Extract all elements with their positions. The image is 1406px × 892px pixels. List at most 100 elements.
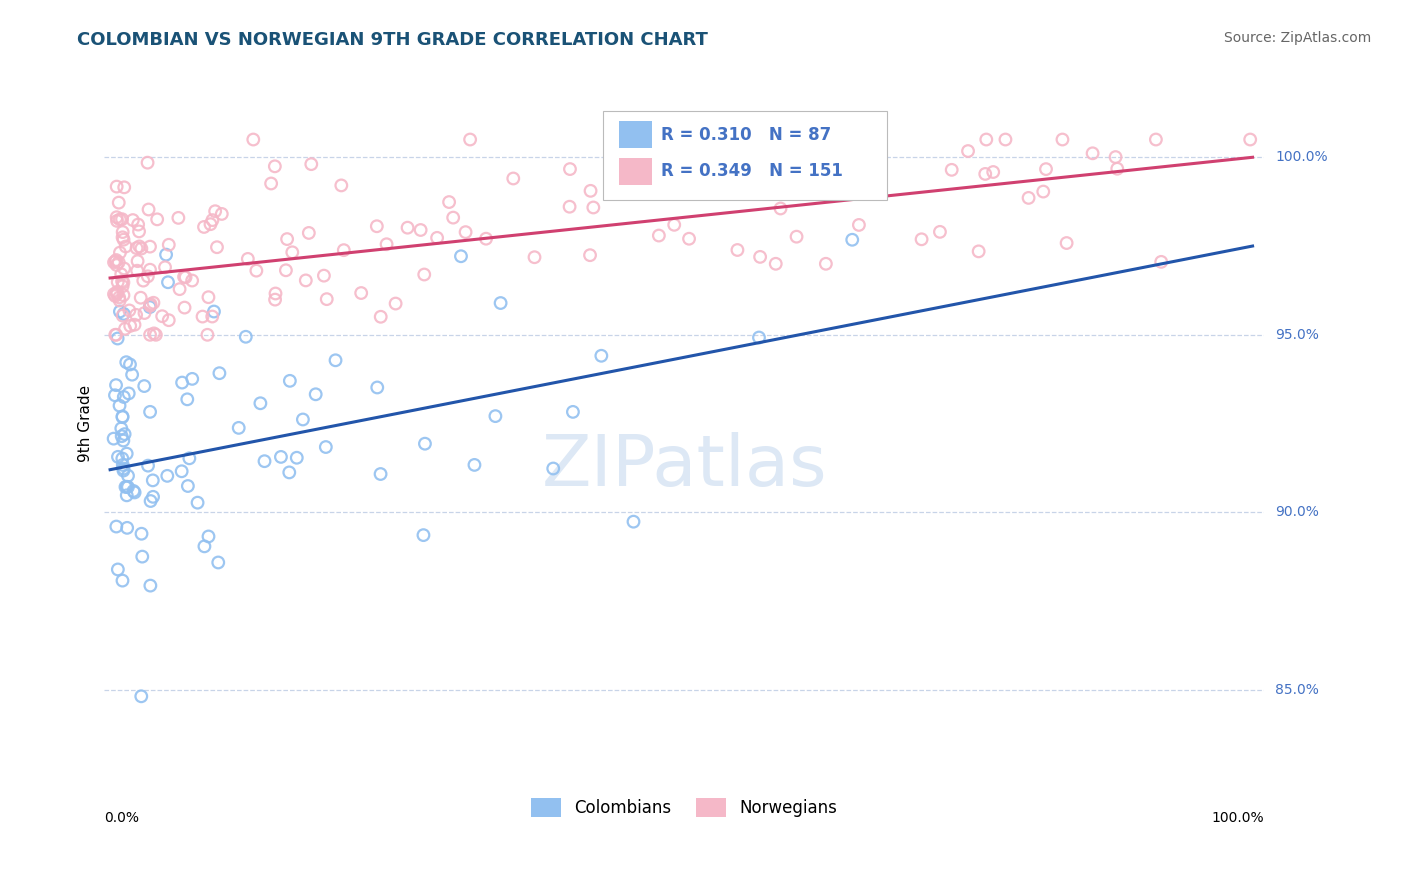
Point <box>121 213 143 227</box>
Point <box>591 349 613 363</box>
Point <box>111 309 134 323</box>
Point <box>105 285 128 299</box>
Point <box>139 297 162 311</box>
Point <box>475 232 498 246</box>
Y-axis label: 9th Grade: 9th Grade <box>79 385 93 462</box>
Point <box>749 250 772 264</box>
Text: Source: ZipAtlas.com: Source: ZipAtlas.com <box>1223 31 1371 45</box>
Point <box>139 299 162 313</box>
Point <box>112 276 135 290</box>
Point <box>974 132 997 146</box>
Point <box>558 200 581 214</box>
Point <box>128 224 150 238</box>
Point <box>249 396 271 410</box>
Point <box>441 211 464 225</box>
Point <box>253 454 276 468</box>
Point <box>1018 191 1040 205</box>
Point <box>157 237 180 252</box>
Point <box>167 211 190 225</box>
Point <box>558 162 581 177</box>
Point <box>200 217 222 231</box>
Point <box>263 159 285 173</box>
Point <box>264 293 287 307</box>
Point <box>967 244 990 259</box>
Point <box>146 212 169 227</box>
Point <box>242 132 264 146</box>
Point <box>115 488 138 502</box>
Point <box>193 540 215 554</box>
Point <box>134 306 156 320</box>
Legend: Colombians, Norwegians: Colombians, Norwegians <box>524 791 844 823</box>
Point <box>114 427 136 442</box>
Point <box>201 310 224 324</box>
Point <box>841 233 863 247</box>
Point <box>107 275 129 289</box>
Point <box>108 212 131 227</box>
Point <box>765 257 787 271</box>
Point <box>131 549 153 564</box>
Point <box>114 322 136 336</box>
Point <box>305 387 328 401</box>
Point <box>127 263 149 277</box>
Text: ZIPatlas: ZIPatlas <box>541 432 827 500</box>
Point <box>124 318 146 332</box>
Point <box>112 261 135 276</box>
Point <box>108 399 131 413</box>
Point <box>118 358 141 372</box>
Point <box>769 202 792 216</box>
Point <box>142 474 165 488</box>
Point <box>375 237 398 252</box>
Point <box>115 355 138 369</box>
Point <box>111 409 134 424</box>
Point <box>142 490 165 504</box>
Point <box>228 421 250 435</box>
Point <box>502 171 524 186</box>
Point <box>1104 150 1126 164</box>
Point <box>127 254 149 268</box>
Point <box>264 286 287 301</box>
Point <box>174 270 197 285</box>
FancyBboxPatch shape <box>603 112 887 200</box>
Point <box>786 229 808 244</box>
Point <box>1035 162 1057 177</box>
Point <box>910 232 932 246</box>
Point <box>957 144 980 158</box>
Point <box>103 287 125 301</box>
Point <box>1052 132 1074 146</box>
Point <box>994 132 1017 146</box>
Point <box>274 263 297 277</box>
Point <box>458 132 481 146</box>
Point <box>170 464 193 478</box>
Point <box>142 326 165 341</box>
Point <box>139 579 162 593</box>
Point <box>176 392 198 407</box>
Text: R = 0.349   N = 151: R = 0.349 N = 151 <box>661 162 842 180</box>
Point <box>136 269 159 284</box>
Point <box>117 468 139 483</box>
Point <box>121 368 143 382</box>
Point <box>125 241 148 255</box>
Point <box>112 390 135 404</box>
Point <box>111 279 134 293</box>
Point <box>105 286 128 301</box>
Text: 100.0%: 100.0% <box>1275 150 1327 164</box>
Point <box>325 353 347 368</box>
Point <box>155 247 177 261</box>
Point <box>112 461 135 475</box>
Point <box>107 255 129 269</box>
Point <box>384 296 406 310</box>
Point <box>112 180 135 194</box>
Point <box>204 204 226 219</box>
Point <box>484 409 506 424</box>
Point <box>312 268 335 283</box>
Point <box>138 202 160 217</box>
Point <box>156 468 179 483</box>
Point <box>127 218 149 232</box>
Point <box>941 162 963 177</box>
Point <box>1107 161 1129 176</box>
Point <box>437 195 460 210</box>
Point <box>111 574 134 588</box>
Point <box>117 480 139 494</box>
Point <box>129 690 152 704</box>
Point <box>561 405 583 419</box>
